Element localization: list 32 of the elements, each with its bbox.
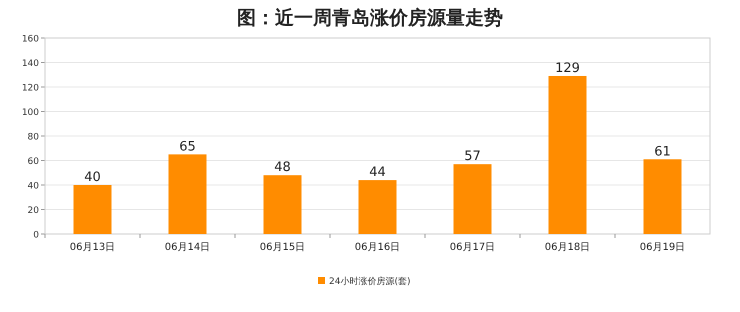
- y-tick-label: 80: [28, 132, 40, 142]
- x-tick-label: 06月14日: [164, 242, 210, 253]
- data-label: 44: [369, 165, 386, 180]
- bar: [548, 76, 586, 234]
- y-tick-label: 100: [22, 108, 40, 118]
- x-tick-label: 06月13日: [70, 242, 116, 253]
- bar: [644, 159, 682, 234]
- y-tick-label: 0: [33, 230, 40, 240]
- legend-label: 24小时涨价房源(套): [329, 276, 410, 287]
- bar: [264, 175, 302, 234]
- y-tick-label: 140: [22, 59, 40, 69]
- chart-title: 图：近一周青岛涨价房源量走势: [237, 7, 503, 29]
- bar: [74, 185, 112, 234]
- y-tick-label: 40: [28, 182, 40, 192]
- y-tick-label: 160: [22, 34, 40, 44]
- bar: [358, 180, 396, 234]
- data-label: 40: [84, 170, 101, 185]
- data-label: 48: [274, 160, 291, 176]
- x-tick-label: 06月18日: [544, 242, 590, 253]
- x-tick-label: 06月15日: [260, 242, 306, 253]
- x-tick-label: 06月19日: [640, 242, 686, 253]
- x-tick-label: 06月16日: [354, 242, 400, 253]
- x-tick-label: 06月17日: [450, 242, 496, 253]
- bar: [168, 154, 206, 234]
- y-tick-label: 120: [22, 84, 40, 94]
- data-label: 61: [654, 144, 671, 160]
- data-label: 129: [555, 60, 580, 76]
- bar: [454, 164, 492, 234]
- data-label: 57: [464, 149, 481, 164]
- data-label: 65: [179, 139, 196, 154]
- y-tick-label: 60: [28, 157, 40, 167]
- y-tick-label: 20: [28, 206, 40, 216]
